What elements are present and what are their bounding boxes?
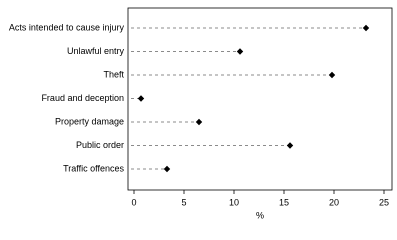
plot-frame [127,7,393,191]
dot [236,48,244,55]
dot [286,142,294,149]
dot [195,118,203,126]
dot [163,165,171,173]
y-tick-label: Unlawful entry [67,46,125,56]
x-tick-label: 0 [131,197,136,207]
x-tick-label: 5 [181,197,186,207]
y-tick-label: Property damage [55,116,124,126]
x-axis-label: % [256,210,264,220]
dot [328,71,336,79]
y-tick-label: Fraud and deception [41,93,124,103]
y-tick-label: Theft [103,69,124,79]
x-tick-label: 15 [279,197,289,207]
y-tick-label: Traffic offences [63,163,124,173]
y-tick-label: Public order [76,140,124,150]
page: % 0 5 10 15 20 25 Acts intended to cause injur… [8,7,393,221]
y-tick-label: Acts intended to cause injury [9,22,125,32]
chart: % 0 5 10 15 20 25 Acts intended to cause injur… [9,7,393,220]
x-tick-label: 20 [329,197,339,207]
dot [362,24,370,32]
x-tick-label: 10 [229,197,239,207]
x-tick-label: 25 [379,197,389,207]
dot [137,95,145,102]
